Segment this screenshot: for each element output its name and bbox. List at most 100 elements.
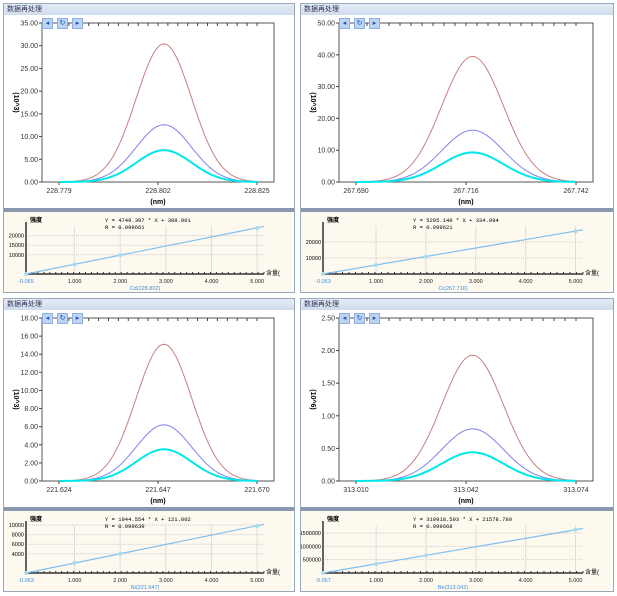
y-tick-label: 25.00 <box>20 66 38 73</box>
y-tick-label: 0.00 <box>321 479 335 486</box>
x-tick-label: 267.742 <box>563 188 588 195</box>
y-tick-label: 15.00 <box>20 111 38 118</box>
y-tick-label: 20000 <box>306 240 321 246</box>
y-tick-label: 15000 <box>9 243 24 249</box>
y-tick-label: 500000 <box>303 558 321 564</box>
y-axis-label: (10^3) <box>12 389 20 409</box>
next-arrow-icon[interactable]: ▸ <box>72 313 83 324</box>
correlation-coefficient: R = 0.999621 <box>413 224 453 231</box>
y-tick-label: 20.00 <box>20 89 38 96</box>
refresh-icon[interactable]: ↻ <box>57 313 68 324</box>
x-tick-label: 1.000 <box>369 578 383 584</box>
regression-equation: Y = 4749.397 * X + 308.901 <box>105 217 192 224</box>
element-line-label: Ni(221.647) <box>131 585 160 591</box>
y-tick-label: 16.00 <box>20 334 38 341</box>
x-tick-label: 2.000 <box>113 578 127 584</box>
x-axis-unit: 含量( <box>266 568 280 576</box>
x-axis-label: (nm) <box>150 498 165 505</box>
regression-line <box>322 527 584 574</box>
y-tick-label: 20000 <box>9 234 24 240</box>
series-line <box>356 451 576 482</box>
y-axis-label: 强度 <box>30 216 43 224</box>
prev-arrow-icon[interactable]: ◂ <box>42 313 53 324</box>
x-tick-label: 1.000 <box>68 279 82 285</box>
panel-title: 数据再处理 <box>4 4 294 15</box>
splitter[interactable] <box>4 208 294 212</box>
plot-frame <box>338 317 594 482</box>
splitter[interactable] <box>301 507 613 511</box>
plot-frame <box>41 317 275 482</box>
prev-arrow-icon[interactable]: ◂ <box>42 18 53 29</box>
x-tick-label: -0.065 <box>18 279 34 285</box>
x-tick-label: 4.000 <box>519 578 533 584</box>
x-tick-label: 1.000 <box>369 279 383 285</box>
x-tick-label: 3.000 <box>469 279 483 285</box>
x-tick-label: 267.690 <box>343 188 368 195</box>
y-tick-label: 1500000 <box>301 531 321 537</box>
y-tick-label: 1.50 <box>321 381 335 388</box>
x-axis-unit: 含量( <box>266 269 280 277</box>
regression-line <box>322 229 584 275</box>
element-line-label: Be(313.042) <box>438 585 468 591</box>
refresh-icon[interactable]: ↻ <box>354 18 365 29</box>
spectrum-chart: 0.00 5.00 10.00 15.00 20.00 25.00 30.00 35.00 22… <box>12 21 275 206</box>
next-arrow-icon[interactable]: ▸ <box>369 313 380 324</box>
x-axis-label: (nm) <box>458 199 473 206</box>
calibration-point <box>24 571 28 575</box>
next-arrow-icon[interactable]: ▸ <box>369 18 380 29</box>
element-line-label: Cr(267.716) <box>438 286 468 292</box>
calibration-point <box>424 553 429 558</box>
y-tick-label: 0.50 <box>321 446 335 453</box>
y-axis-label: (10^3) <box>12 92 20 112</box>
spectrum-chart: 0.00 2.00 4.00 6.00 8.00 10.00 12.00 14.00 16.00… <box>12 316 275 505</box>
y-tick-label: 40.00 <box>317 52 335 59</box>
y-tick-label: 2.00 <box>24 460 38 467</box>
y-tick-label: 10.00 <box>317 148 335 155</box>
calibration-chart: 10000 15000 20000 -0.065 1.000 2.000 3.000 4.00… <box>4 212 292 292</box>
x-tick-label: 5.000 <box>569 279 583 285</box>
correlation-coefficient: R = 0.999661 <box>105 224 145 231</box>
x-tick-label: -0.063 <box>18 578 34 584</box>
calibration-point <box>573 527 578 532</box>
regression-line <box>25 225 265 275</box>
spectrum-panel: 数据再处理 ◂ ↻ ▸ 0.00 5.00 10.00 15.00 20.00 25.00 30.0… <box>3 3 295 293</box>
refresh-icon[interactable]: ↻ <box>354 313 365 324</box>
x-tick-label: 228.802 <box>145 188 170 195</box>
y-tick-label: 18.00 <box>20 316 38 323</box>
prev-arrow-icon[interactable]: ◂ <box>339 18 350 29</box>
x-tick-label: 4.000 <box>205 578 219 584</box>
y-tick-label: 10000 <box>9 523 24 529</box>
calibration-point <box>72 560 77 565</box>
x-tick-label: 4.000 <box>519 279 533 285</box>
x-tick-label: 1.000 <box>68 578 82 584</box>
y-tick-label: 2.50 <box>321 316 335 323</box>
y-axis-label: (10^6) <box>309 389 317 409</box>
next-arrow-icon[interactable]: ▸ <box>72 18 83 29</box>
y-tick-label: 10000 <box>9 253 24 259</box>
y-axis-label: 强度 <box>30 515 43 523</box>
y-tick-label: 30.00 <box>20 43 38 50</box>
x-tick-label: 267.716 <box>453 188 478 195</box>
calibration-point <box>72 262 77 267</box>
y-tick-label: 8.00 <box>24 406 38 413</box>
y-tick-label: 0.00 <box>24 180 38 187</box>
plot-frame <box>338 22 594 183</box>
series-line <box>356 151 576 183</box>
spectrum-chart: 0.00 10.00 20.00 30.00 40.00 50.00 267.690 267.… <box>309 21 594 206</box>
x-tick-label: 4.000 <box>205 279 219 285</box>
x-tick-label: 313.042 <box>453 487 478 494</box>
series-line <box>59 448 257 482</box>
x-tick-label: 3.000 <box>159 279 173 285</box>
plot-frame <box>41 22 275 183</box>
y-tick-label: 14.00 <box>20 352 38 359</box>
splitter[interactable] <box>4 507 294 511</box>
x-tick-label: 5.000 <box>250 279 264 285</box>
y-tick-label: 12.00 <box>20 370 38 377</box>
calibration-point <box>374 561 379 566</box>
calibration-point <box>374 263 379 268</box>
refresh-icon[interactable]: ↻ <box>57 18 68 29</box>
x-tick-label: 3.000 <box>469 578 483 584</box>
splitter[interactable] <box>301 208 613 212</box>
x-tick-label: 313.010 <box>343 487 368 494</box>
prev-arrow-icon[interactable]: ◂ <box>339 313 350 324</box>
